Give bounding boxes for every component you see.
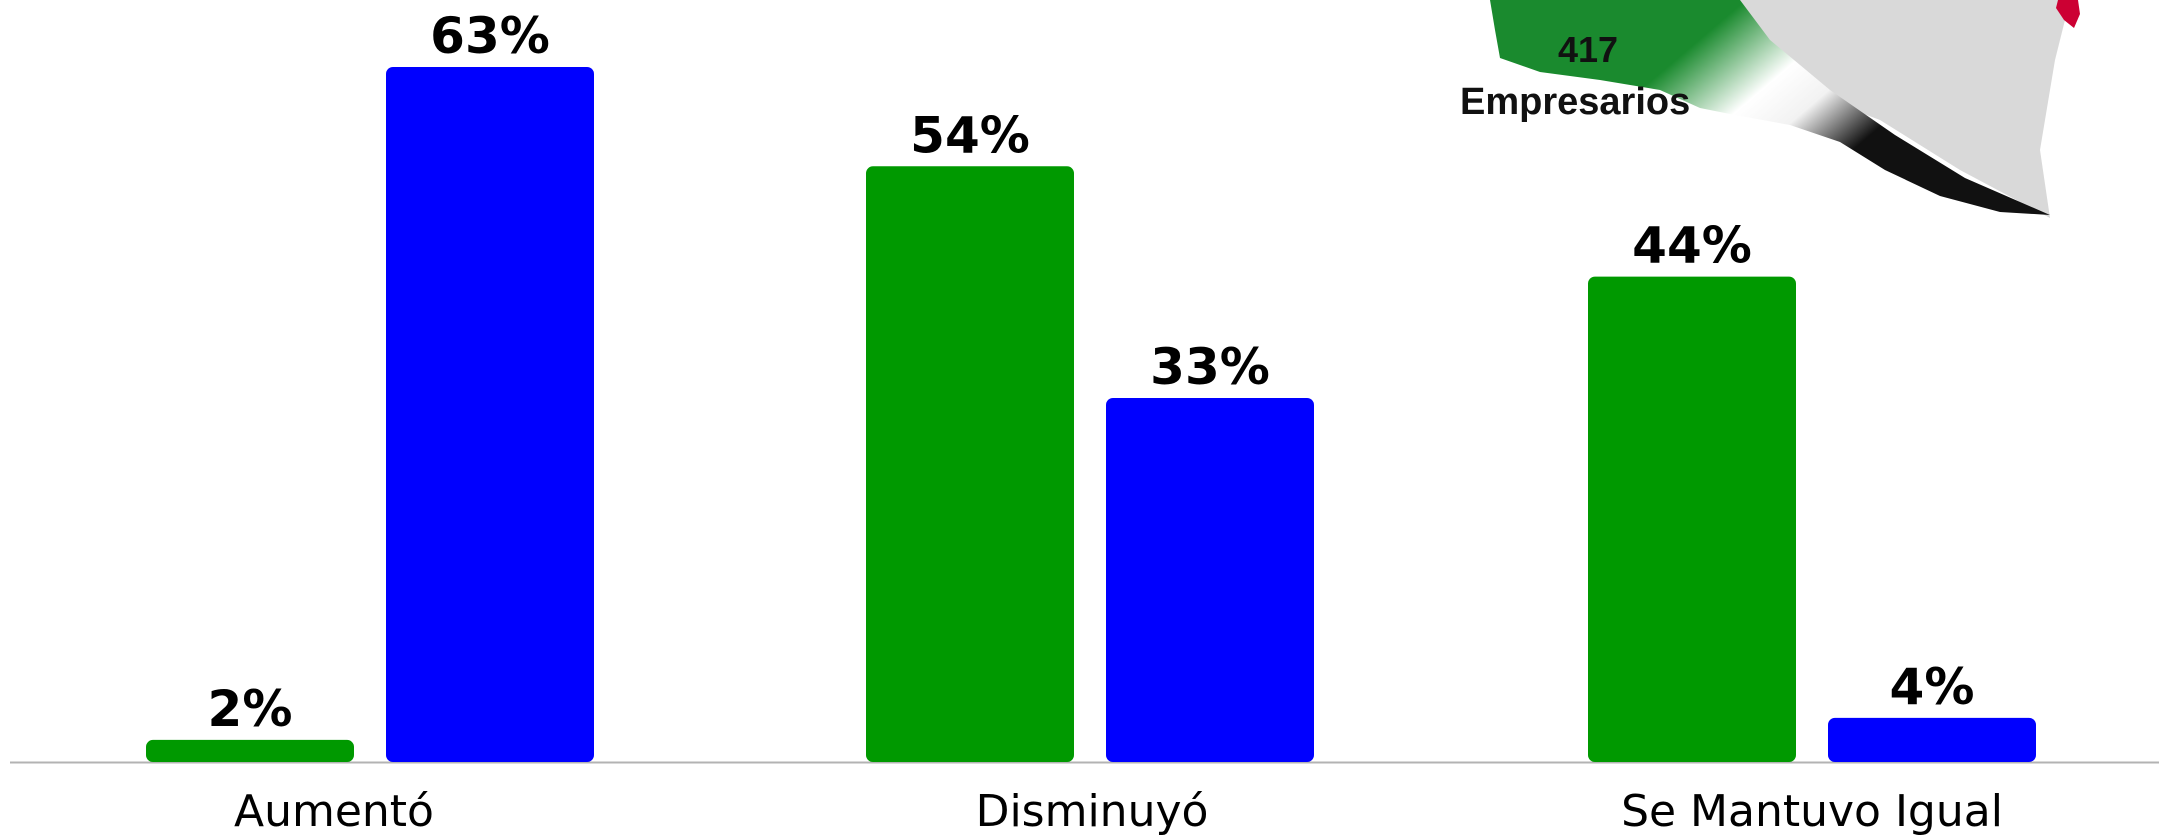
map-shape-flag [1490, 0, 2050, 215]
data-label-s2-2: 4% [1890, 658, 1975, 716]
category-label-2: Se Mantuvo Igual [1621, 786, 2003, 835]
data-label-s2-0: 63% [430, 7, 550, 65]
map-caption-label: Empresarios [1460, 81, 1690, 123]
bar-s1-0 [146, 739, 354, 762]
bar-s1-1 [866, 166, 1074, 763]
category-labels: Aumentó Disminuyó Se Mantuvo Igual [234, 786, 2003, 835]
map-graphic: 417 Empresarios [1460, 0, 2080, 218]
labels-layer: 2% 54% 44% 63% 33% 4% [208, 7, 1975, 738]
data-label-s1-2: 44% [1632, 217, 1752, 275]
bars-layer [146, 67, 2036, 763]
map-count-label: 417 [1558, 29, 1618, 70]
bar-s2-2 [1828, 717, 2036, 762]
data-label-s1-1: 54% [910, 106, 1030, 164]
map-shape-red [2056, 0, 2080, 28]
data-label-s2-1: 33% [1150, 338, 1270, 396]
category-label-1: Disminuyó [976, 786, 1209, 835]
bar-s1-2 [1588, 276, 1796, 762]
bar-s2-1 [1106, 397, 1314, 762]
bar-s2-0 [386, 67, 594, 762]
data-label-s1-0: 2% [208, 680, 293, 738]
category-label-0: Aumentó [234, 786, 434, 835]
